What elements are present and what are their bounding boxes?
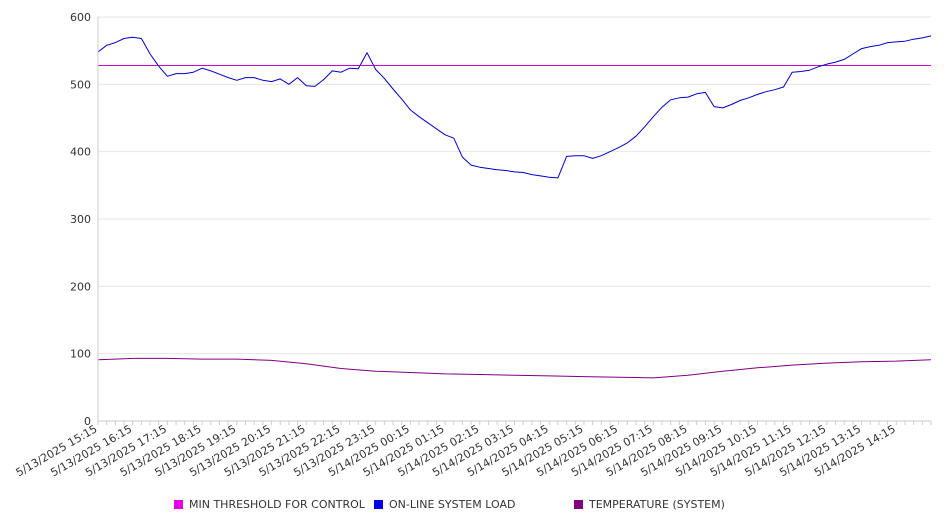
y-tick-label: 400 bbox=[70, 146, 91, 159]
y-tick-label: 100 bbox=[70, 348, 91, 361]
y-tick-label: 200 bbox=[70, 280, 91, 293]
legend-label-system-load: ON-LINE SYSTEM LOAD bbox=[389, 498, 516, 511]
legend-label-temperature: TEMPERATURE (SYSTEM) bbox=[589, 498, 725, 511]
legend-item-min-threshold[interactable]: MIN THRESHOLD FOR CONTROL bbox=[174, 498, 365, 511]
legend-item-system-load[interactable]: ON-LINE SYSTEM LOAD bbox=[374, 498, 515, 511]
legend-swatch-min-threshold bbox=[174, 500, 183, 509]
series-temperature-line bbox=[97, 357, 932, 379]
y-tick-label: 600 bbox=[70, 11, 91, 24]
legend-item-temperature[interactable]: TEMPERATURE (SYSTEM) bbox=[574, 498, 725, 511]
y-tick-label: 0 bbox=[84, 415, 91, 428]
y-tick-label: 300 bbox=[70, 213, 91, 226]
series-layer bbox=[97, 35, 932, 379]
legend-label-min-threshold: MIN THRESHOLD FOR CONTROL bbox=[189, 498, 365, 511]
legend: MIN THRESHOLD FOR CONTROL ON-LINE SYSTEM… bbox=[0, 498, 946, 514]
series-system-load-line bbox=[97, 35, 932, 179]
y-tick-label: 500 bbox=[70, 78, 91, 91]
legend-swatch-system-load bbox=[374, 500, 383, 509]
gridlines bbox=[98, 16, 931, 355]
legend-swatch-temperature bbox=[574, 500, 583, 509]
